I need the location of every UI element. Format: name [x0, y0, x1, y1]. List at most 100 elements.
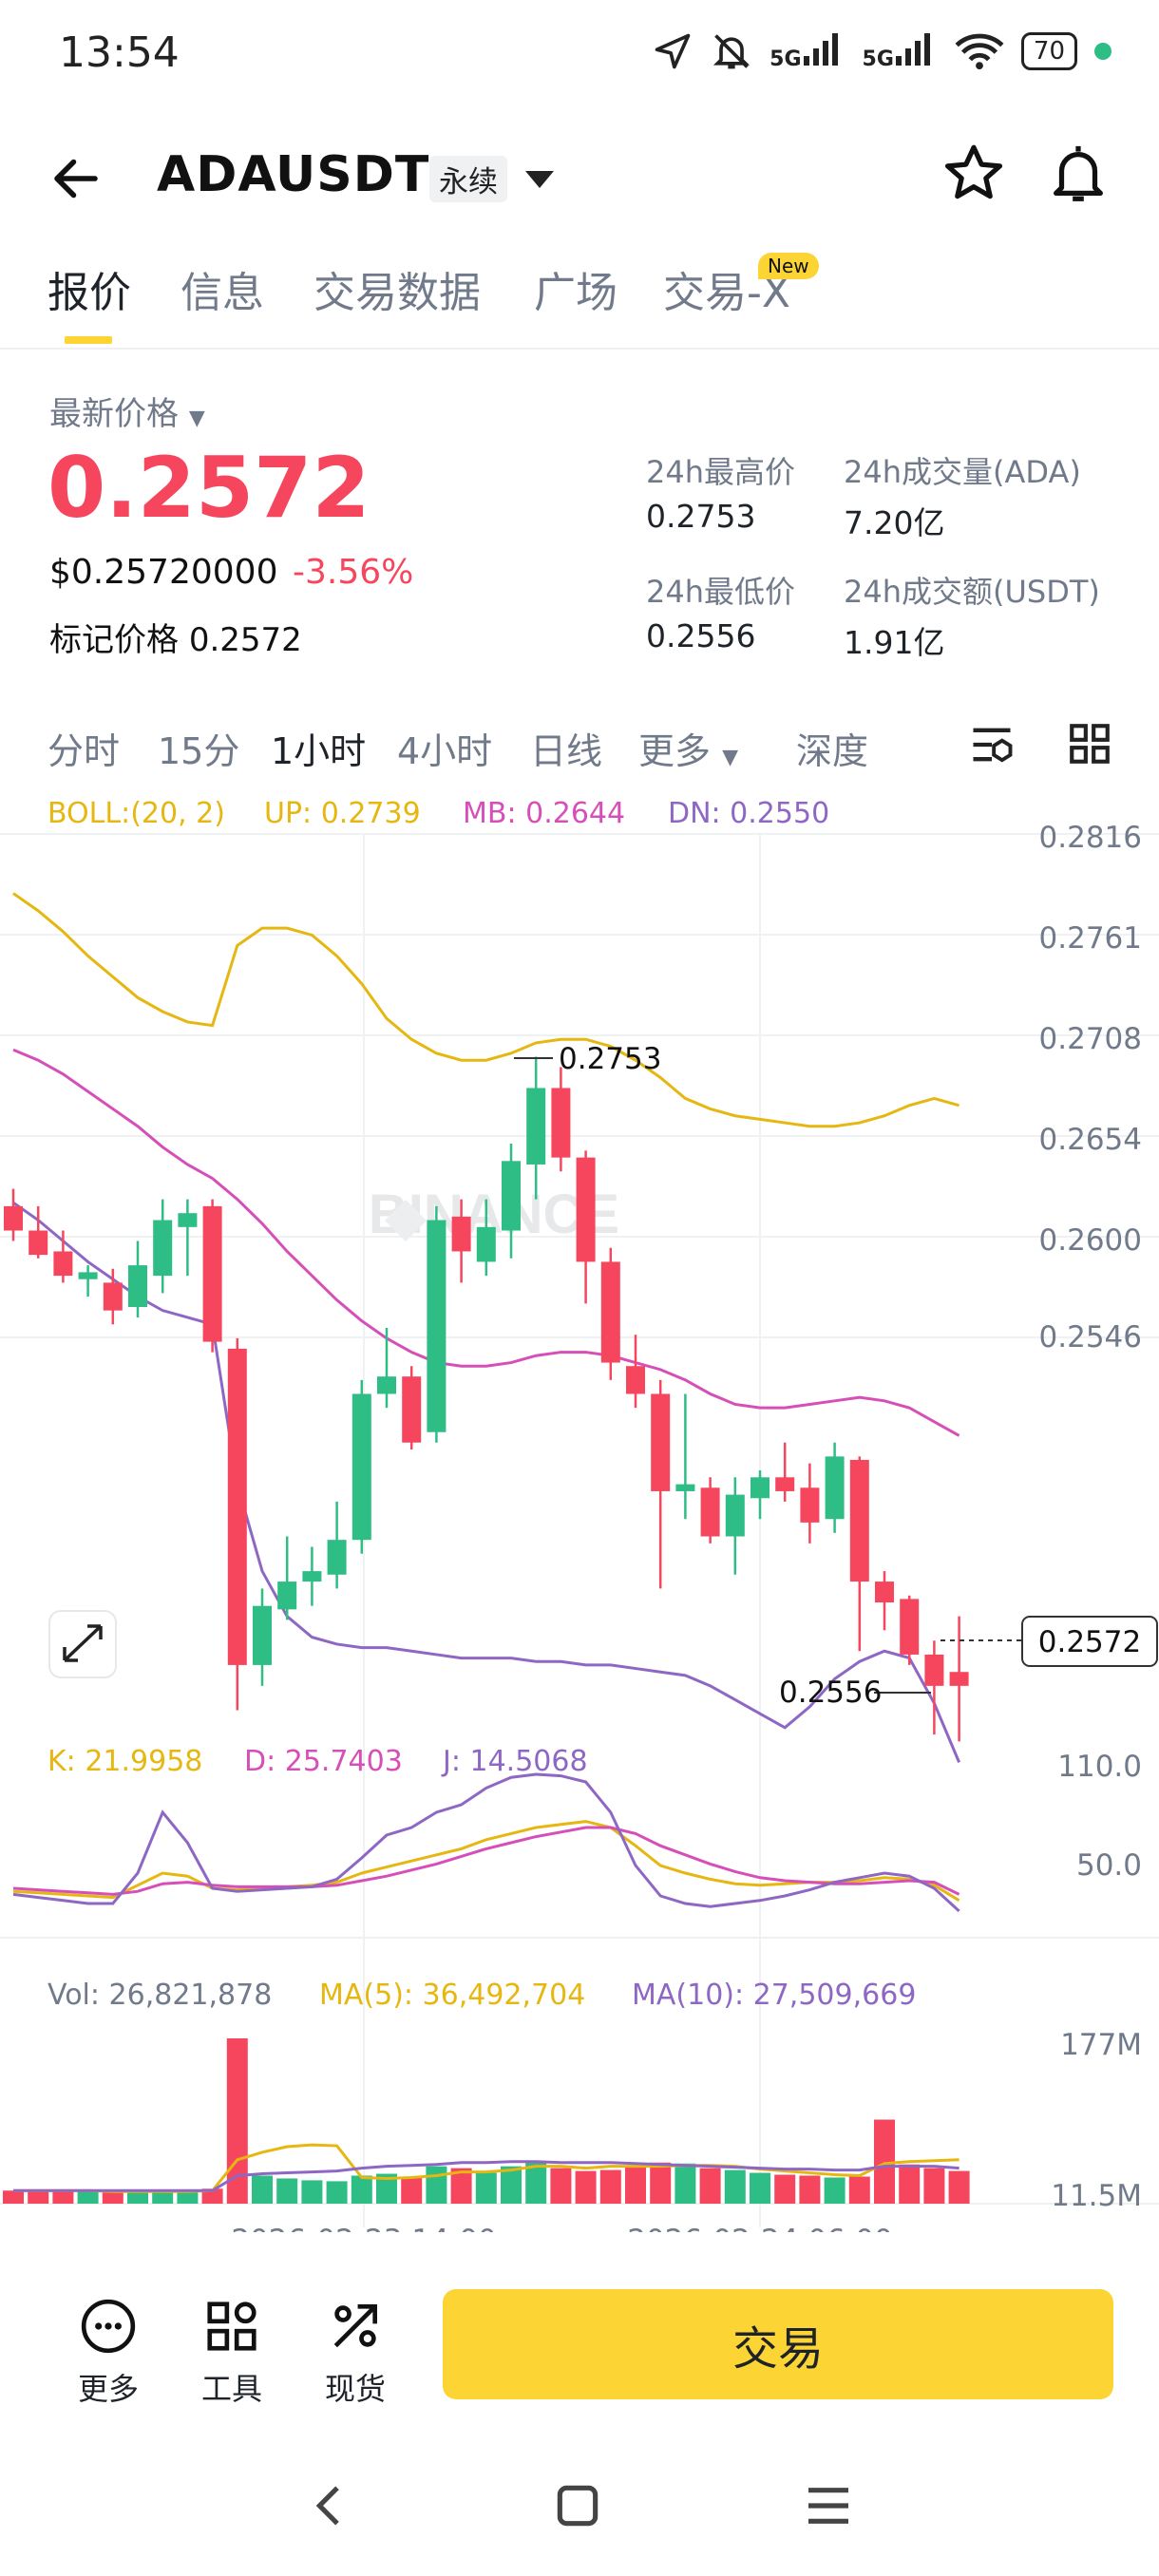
y-tick-label: 0.2600 [1039, 1223, 1142, 1258]
nav-menu-icon[interactable] [802, 2479, 855, 2532]
symbol-title[interactable]: ADAUSDT [157, 146, 430, 203]
turnover-label: 24h成交额(USDT) [844, 574, 1100, 610]
boll-dn-line [12, 1201, 960, 1763]
interval-1d[interactable]: 日线 [530, 730, 603, 772]
tab-quote[interactable]: 报价 [48, 269, 131, 317]
nav-back-icon[interactable] [304, 2479, 357, 2532]
last-price-label[interactable]: 最新价格 ▼ [49, 395, 205, 433]
volume-bar [401, 2177, 423, 2204]
favorite-star-icon[interactable] [940, 141, 1007, 207]
volume-bar [674, 2163, 696, 2204]
candle-body [202, 1205, 222, 1342]
mark-price-value: 0.2572 [188, 621, 302, 659]
kdj-d-line [12, 1826, 960, 1896]
volume-bar [426, 2166, 447, 2204]
tab-trading-data[interactable]: 交易数据 [314, 269, 481, 317]
interval-depth[interactable]: 深度 [796, 730, 869, 772]
candle-body [427, 1220, 446, 1432]
battery-icon: 70 [1020, 32, 1077, 70]
y-tick-label: 0.2816 [1039, 821, 1142, 855]
mute-bell-icon [713, 34, 750, 69]
candle-body [900, 1599, 920, 1655]
binance-logo-icon [385, 1200, 427, 1241]
candlestick-chart[interactable]: BINANCE 0.28160.27610.27080.26540.26000.… [0, 788, 1159, 2232]
boll-up: UP: 0.2739 [264, 797, 421, 830]
low-annotation-text: 0.2556 [779, 1676, 882, 1710]
vol-value: Vol: 26,821,878 [48, 1979, 272, 2012]
interval-4h[interactable]: 4小时 [397, 730, 493, 772]
bottom-bar: 更多 工具 现货 交易 [0, 2259, 1159, 2420]
last-price-marker: 0.2572 [940, 1616, 1158, 1667]
tab-info[interactable]: 信息 [180, 269, 264, 317]
turnover-value: 1.91亿 [844, 624, 945, 661]
tab-square[interactable]: 广场 [534, 269, 618, 317]
low-value: 0.2556 [646, 617, 756, 654]
volume-bar [301, 2180, 323, 2204]
volume-bar [376, 2173, 397, 2204]
kdj-tick-1: 110.0 [1057, 1750, 1142, 1784]
signal-icon-2: 5G [863, 31, 938, 71]
interval-15m[interactable]: 15分 [158, 730, 240, 772]
candle-body [4, 1205, 23, 1231]
interval-more[interactable]: 更多 ▼ [638, 730, 739, 772]
alert-bell-icon[interactable] [1045, 139, 1112, 209]
active-tab-indicator [65, 336, 112, 344]
volume-bar [252, 2175, 273, 2204]
volume-bar [3, 2190, 24, 2204]
candle-body [253, 1605, 272, 1665]
candle-body [675, 1484, 695, 1491]
candle-body [626, 1366, 645, 1394]
boll-lines [12, 892, 960, 1763]
kdj-d: D: 25.7403 [244, 1745, 403, 1778]
tools-button[interactable]: 工具 [175, 2297, 289, 2409]
signal-icon: 5G [770, 31, 845, 71]
candle-body [302, 1571, 322, 1582]
expand-button[interactable] [48, 1610, 117, 1678]
volume-bar [326, 2181, 348, 2204]
volume-bar [226, 2038, 248, 2204]
volume-bar [177, 2190, 199, 2204]
volume-value: 7.20亿 [844, 504, 945, 541]
candle-body [800, 1487, 820, 1523]
vol-tick-2: 11.5M [1051, 2179, 1142, 2213]
volume-bar [127, 2190, 148, 2204]
y-tick-label: 0.2654 [1039, 1123, 1142, 1157]
status-icons: 5G 5G 70 [652, 30, 1112, 72]
back-arrow-icon[interactable] [48, 150, 104, 207]
volume-bar [450, 2168, 472, 2204]
volume-bar [824, 2177, 846, 2204]
last-price-tag: 0.2572 [1038, 1625, 1141, 1659]
volume-bar [525, 2161, 547, 2204]
volume-bar [948, 2170, 970, 2204]
boll-mb-line [12, 1048, 960, 1437]
candle-body [775, 1477, 795, 1491]
volume-bar [724, 2169, 746, 2204]
candle-body [227, 1348, 247, 1665]
volume-bar [152, 2191, 174, 2204]
caret-down-icon: ▼ [188, 407, 205, 430]
candle-body [178, 1213, 198, 1227]
y-tick-label: 0.2546 [1039, 1320, 1142, 1354]
nav-home-icon[interactable] [551, 2479, 604, 2532]
interval-1h[interactable]: 1小时 [271, 730, 367, 772]
more-button[interactable]: 更多 [51, 2297, 165, 2409]
volume-bar [750, 2172, 770, 2204]
volume-bar [52, 2191, 74, 2204]
volume-bar [276, 2178, 298, 2204]
kdj-legend: K: 21.9958 D: 25.7403 J: 14.5068 [48, 1745, 588, 1778]
grid-layout-icon[interactable] [1066, 720, 1113, 767]
candle-body [875, 1582, 894, 1603]
more-dots-icon [81, 2299, 136, 2354]
symbol-dropdown-icon[interactable] [525, 171, 554, 188]
kdj-j: J: 14.5068 [441, 1745, 588, 1778]
spot-button[interactable]: 现货 [298, 2297, 412, 2409]
interval-time[interactable]: 分时 [48, 730, 121, 772]
y-tick-label: 0.2708 [1039, 1022, 1142, 1056]
mark-price: 标记价格 0.2572 [49, 614, 302, 660]
chart-settings-icon[interactable] [967, 720, 1016, 769]
tab-bar: 报价 信息 交易数据 广场 交易-X New [0, 245, 1159, 350]
trade-button[interactable]: 交易 [443, 2289, 1113, 2399]
volume-bar [28, 2189, 49, 2204]
volume-bar [899, 2164, 921, 2204]
low-annotation: 0.2556 [779, 1676, 931, 1710]
